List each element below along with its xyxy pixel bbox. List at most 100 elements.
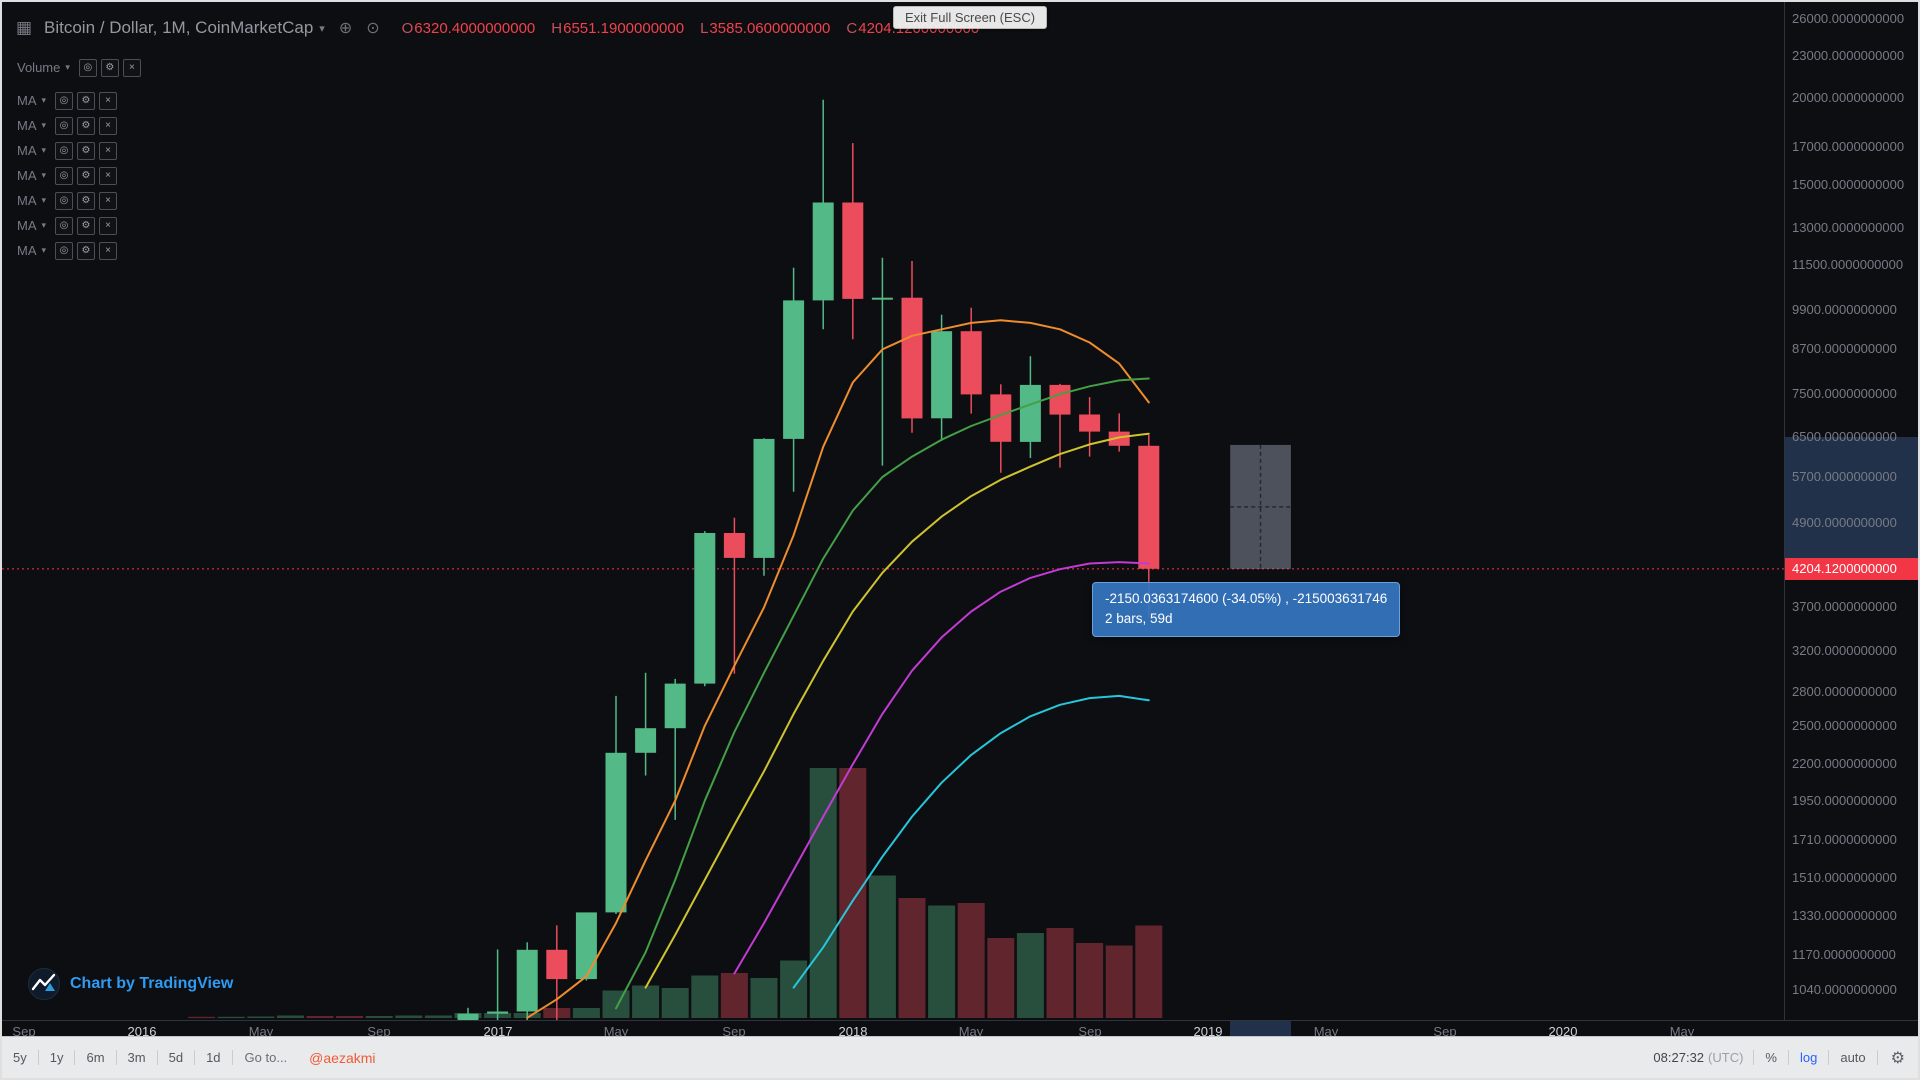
remove-icon[interactable]: × [99,191,118,210]
visibility-icon[interactable]: ◎ [55,91,74,110]
range-button-5y[interactable]: 5y [13,1050,27,1065]
visibility-icon[interactable]: ◎ [55,166,74,185]
volume-legend-row[interactable]: Volume ▾ ◎ ⚙ × [17,55,145,80]
price-tick-label: 20000.0000000000 [1792,90,1905,105]
remove-icon[interactable]: × [99,216,118,235]
volume-bar [395,1015,423,1018]
clock-time: 08:27:32 [1653,1050,1705,1065]
settings-icon[interactable]: ⚙ [77,141,96,160]
volume-bar [188,1016,216,1019]
compare-icon[interactable]: ⊕ [338,20,353,37]
ma-legend-row[interactable]: MA ▾ ◎ ⚙ × [17,188,145,213]
volume-bar [424,1015,452,1018]
low-value: 3585.0600000000 [709,19,831,37]
candle-body [753,438,775,558]
candle-body [1138,445,1160,569]
username-link[interactable]: @aezakmi [309,1049,376,1066]
ma-line [644,432,1150,989]
volume-bar [1135,925,1163,1018]
candle-body [990,394,1012,442]
remove-icon[interactable]: × [99,116,118,135]
settings-icon[interactable]: ⚙ [77,91,96,110]
gear-icon[interactable]: ⚙ [1890,1049,1905,1067]
price-axis[interactable]: 26000.0000000000 23000.0000000000 20000.00… [1784,2,1918,1020]
chevron-down-icon[interactable]: ▾ [41,220,47,230]
chevron-down-icon[interactable]: ▾ [41,120,47,130]
range-button-1y[interactable]: 1y [49,1050,64,1065]
price-tick-label: 2800.0000000000 [1792,684,1897,699]
time-tick-label: 2018 [838,1024,868,1039]
settings-icon[interactable]: ⚙ [77,116,96,135]
price-tick-label: 1710.0000000000 [1792,832,1897,847]
layout-grid-icon[interactable]: ▦ [15,18,33,37]
ma-legend-row[interactable]: MA ▾ ◎ ⚙ × [17,213,145,238]
log-scale-toggle[interactable]: log [1799,1050,1818,1065]
visibility-icon[interactable]: ◎ [55,116,74,135]
chart-canvas[interactable] [2,2,1784,1020]
auto-scale-toggle[interactable]: auto [1840,1050,1866,1065]
visibility-icon[interactable]: ◎ [55,191,74,210]
candle-body [694,533,716,684]
chevron-down-icon[interactable]: ▾ [41,170,47,180]
range-button-6m[interactable]: 6m [86,1050,105,1065]
remove-icon[interactable]: × [99,91,118,110]
settings-icon[interactable]: ⚙ [100,58,119,77]
ma-legend-row[interactable]: MA ▾ ◎ ⚙ × [17,238,145,263]
exit-fullscreen-tooltip: Exit Full Screen (ESC) [893,6,1048,29]
volume-bar [632,985,660,1018]
candle-body [812,202,834,301]
range-button-1d[interactable]: 1d [206,1050,221,1065]
price-tick-label: 8700.0000000000 [1792,341,1897,356]
chevron-down-icon[interactable]: ▾ [41,245,47,255]
settings-icon[interactable]: ⚙ [77,216,96,235]
price-tick-label: 1170.0000000000 [1792,947,1896,962]
settings-icon[interactable]: ⚙ [77,241,96,260]
candle-body [1019,384,1041,442]
remove-icon[interactable]: × [99,141,118,160]
time-tick-label: May [603,1024,629,1039]
visibility-icon[interactable]: ◎ [55,141,74,160]
visibility-icon[interactable]: ◎ [55,216,74,235]
volume-label: Volume [17,60,61,75]
price-tick-label: 13000.0000000000 [1792,220,1905,235]
price-tick-label: 11500.0000000000 [1792,257,1904,272]
ma-legend-row[interactable]: MA ▾ ◎ ⚙ × [17,163,145,188]
symbol-title-button[interactable]: Bitcoin / Dollar, 1M, CoinMarketCap ▾ [44,18,325,38]
ma-legend-row[interactable]: MA ▾ ◎ ⚙ × [17,138,145,163]
visibility-icon[interactable]: ◎ [55,241,74,260]
open-label: O [401,19,414,37]
settings-icon[interactable]: ⚙ [77,166,96,185]
price-tick-label: 9900.0000000000 [1792,302,1897,317]
volume-bar [750,978,778,1018]
percent-scale-toggle[interactable]: % [1765,1050,1777,1065]
ma-legend-row[interactable]: MA ▾ ◎ ⚙ × [17,88,145,113]
settings-icon[interactable]: ⚙ [77,191,96,210]
remove-icon[interactable]: × [122,58,141,77]
candle-body [783,300,805,439]
volume-bar [868,875,896,1018]
volume-bar [365,1016,393,1018]
chevron-down-icon[interactable]: ▾ [41,195,47,205]
tradingview-watermark[interactable]: Chart by TradingView [28,968,233,1000]
remove-icon[interactable]: × [99,241,118,260]
divider [194,1050,196,1065]
range-button-3m[interactable]: 3m [127,1050,146,1065]
current-price-label: 4204.1200000000 [1785,558,1918,580]
chevron-down-icon[interactable]: ▾ [41,145,47,155]
visibility-icon[interactable]: ◎ [78,58,97,77]
candle-body [1049,384,1071,415]
range-button-5d[interactable]: 5d [168,1050,184,1065]
volume-bar [957,903,985,1018]
price-tick-label: 1950.0000000000 [1792,793,1897,808]
price-tick-label: 3200.0000000000 [1792,643,1897,658]
chevron-down-icon[interactable]: ▾ [41,95,47,105]
remove-icon[interactable]: × [99,166,118,185]
time-tick-label: 2020 [1548,1024,1578,1039]
volume-bar [217,1016,245,1019]
candle-body [1108,431,1130,446]
goto-date-button[interactable]: Go to... [244,1050,288,1065]
volume-bar [1016,933,1044,1018]
chevron-down-icon[interactable]: ▾ [65,62,70,72]
ma-legend-row[interactable]: MA ▾ ◎ ⚙ × [17,113,145,138]
chart-style-icon[interactable]: ⊙ [366,20,380,37]
